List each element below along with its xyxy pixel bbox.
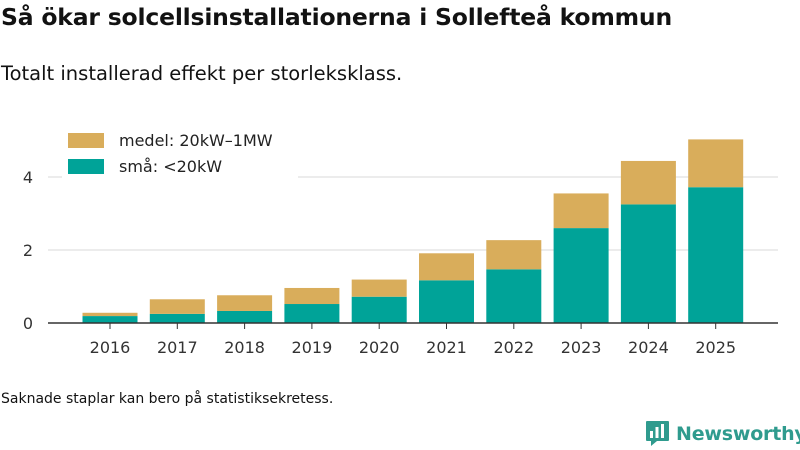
footnote: Saknade staplar kan bero på statistiksek…: [1, 391, 334, 407]
x-tick-label: 2021: [426, 338, 467, 357]
bar-medium-2024: [620, 160, 676, 205]
y-tick-label: 2: [23, 241, 33, 260]
brand-logo: Newsworthy: [645, 420, 800, 447]
legend: medel: 20kW–1MW små: <20kW: [62, 128, 298, 180]
x-tick-label: 2020: [359, 338, 400, 357]
brand-name: Newsworthy: [676, 422, 800, 445]
bar-medium-2017: [149, 299, 205, 314]
x-tick-label: 2022: [493, 338, 534, 357]
x-tick-label: 2024: [628, 338, 669, 357]
bar-medium-2025: [688, 139, 744, 188]
legend-label: små: <20kW: [119, 157, 222, 176]
bar-medium-2020: [351, 279, 407, 297]
bar-small-2025: [688, 187, 744, 323]
bar-medium-2022: [486, 240, 542, 270]
x-tick-label: 2025: [695, 338, 736, 357]
bar-medium-2016: [82, 312, 138, 317]
bar-small-2022: [486, 269, 542, 323]
bar-small-2016: [82, 316, 138, 323]
bars: [82, 139, 744, 323]
y-tick-label: 0: [23, 314, 33, 333]
x-tick-label: 2019: [292, 338, 333, 357]
bar-medium-2019: [284, 287, 340, 305]
x-tick-label: 2018: [224, 338, 265, 357]
axes: 0 2 4 2016 2017 2018 2019 2020 2021 2022 2023 2024 2…: [23, 168, 778, 357]
chart-subtitle: Totalt installerad effekt per storlekskl…: [1, 62, 403, 85]
chart-title: Så ökar solcellsinstallationerna i Solle…: [1, 3, 672, 31]
bar-medium-2018: [217, 295, 273, 311]
bar-small-2023: [553, 228, 609, 323]
y-tick-label: 4: [23, 168, 33, 187]
x-tick-label: 2017: [157, 338, 198, 357]
legend-label: medel: 20kW–1MW: [119, 131, 273, 150]
bar-medium-2021: [419, 253, 474, 281]
bar-small-2019: [284, 304, 340, 323]
bar-medium-2023: [553, 193, 609, 229]
x-tick-label: 2023: [561, 338, 602, 357]
bar-small-2018: [217, 310, 273, 323]
legend-swatch: [68, 133, 104, 148]
bar-small-2021: [419, 280, 474, 323]
newsworthy-logo-icon: [646, 421, 669, 446]
bar-small-2024: [620, 204, 676, 323]
bar-small-2020: [351, 296, 407, 323]
x-tick-label: 2016: [90, 338, 131, 357]
legend-swatch: [68, 159, 104, 174]
bar-small-2017: [149, 313, 205, 323]
